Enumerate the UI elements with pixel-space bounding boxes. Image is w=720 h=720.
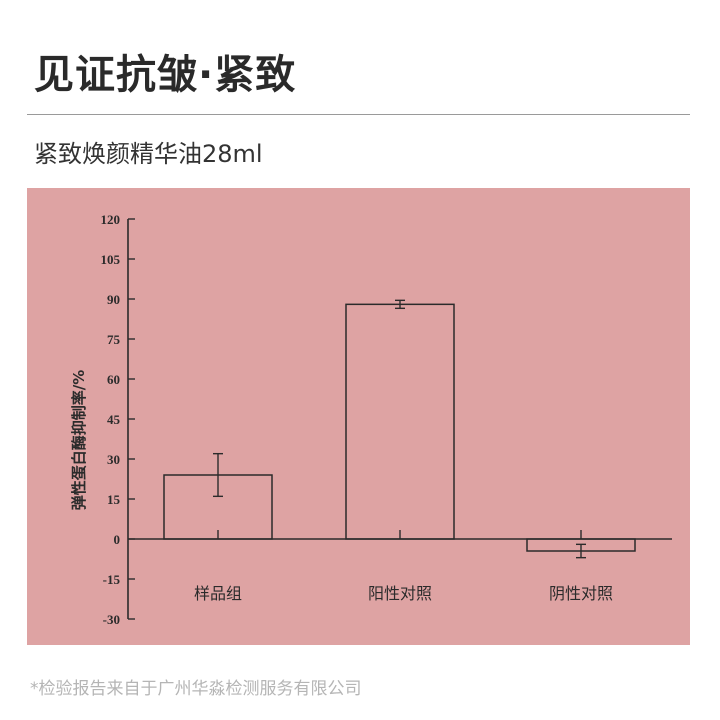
y-tick-label: 60 [107, 372, 120, 387]
x-category-label: 样品组 [194, 584, 242, 603]
x-category-label: 阳性对照 [368, 584, 432, 603]
y-tick-label: 105 [101, 252, 121, 267]
divider [27, 114, 690, 115]
y-tick-label: 120 [101, 212, 121, 227]
y-axis-label: 弹性蛋白酶抑制率/% [70, 370, 88, 511]
product-name: 紧致焕颜精华油28ml [34, 140, 263, 168]
y-tick-label: 15 [107, 492, 121, 507]
page-title: 见证抗皱·紧致 [34, 52, 297, 98]
y-tick-label: 90 [107, 292, 120, 307]
chart-background [27, 188, 690, 645]
y-tick-label: -15 [103, 572, 121, 587]
y-tick-label: 45 [107, 412, 121, 427]
y-tick-label: -30 [103, 612, 120, 627]
y-tick-label: 30 [107, 452, 120, 467]
y-tick-label: 75 [107, 332, 121, 347]
x-category-label: 阴性对照 [549, 584, 613, 603]
footnote: *检验报告来自于广州华淼检测服务有限公司 [30, 679, 362, 699]
y-tick-label: 0 [114, 532, 121, 547]
